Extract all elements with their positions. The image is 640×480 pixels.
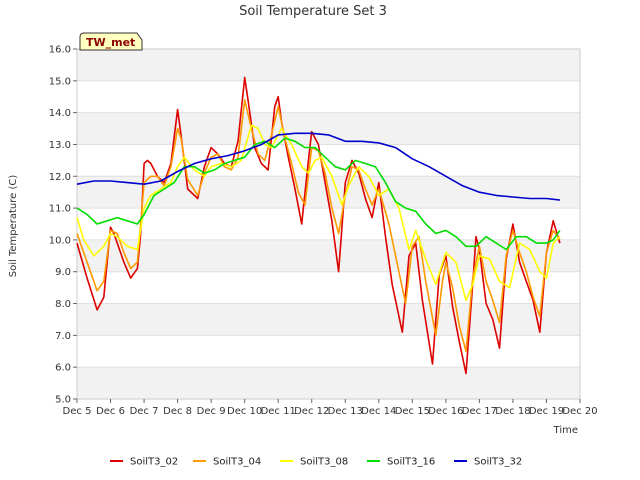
x-tick-label: Dec 18 bbox=[495, 406, 530, 417]
legend-label: SoilT3_32 bbox=[474, 457, 522, 468]
grid-band bbox=[77, 303, 580, 336]
series-line-soilt3-08 bbox=[76, 124, 561, 302]
series-line-soilt3-02 bbox=[76, 76, 561, 375]
y-tick-label: 15.0 bbox=[49, 76, 71, 87]
y-tick-label: 11.0 bbox=[49, 204, 71, 215]
y-tick-label: 8.0 bbox=[55, 299, 71, 310]
legend-label: SoilT3_08 bbox=[300, 457, 348, 468]
x-tick-label: Dec 8 bbox=[163, 406, 192, 417]
x-tick-label: Dec 10 bbox=[227, 406, 262, 417]
legend: SoilT3_02 SoilT3_04 SoilT3_08 SoilT3_16 Soil… bbox=[110, 457, 522, 468]
x-tick-label: Dec 15 bbox=[395, 406, 430, 417]
grid-band bbox=[77, 367, 580, 399]
chart-title: Soil Temperature Set 3 bbox=[239, 4, 387, 19]
grid-lines bbox=[77, 48, 580, 400]
y-tick-label: 13.0 bbox=[49, 140, 71, 151]
y-axis-label: Soil Temperature (C) bbox=[8, 175, 19, 278]
x-tick-label: Dec 13 bbox=[328, 406, 363, 417]
series-line-soilt3-16 bbox=[76, 137, 561, 251]
series-line-soilt3-32 bbox=[76, 132, 560, 201]
legend-label: SoilT3_02 bbox=[130, 457, 178, 468]
y-tick-label: 12.0 bbox=[49, 172, 71, 183]
y-tick-label: 10.0 bbox=[49, 235, 71, 246]
x-tick-label: Dec 14 bbox=[361, 406, 396, 417]
x-tick-label: Dec 9 bbox=[197, 406, 226, 417]
y-tick-label: 6.0 bbox=[55, 363, 71, 374]
y-tick-label: 16.0 bbox=[49, 45, 71, 56]
x-tick-label: Dec 17 bbox=[462, 406, 497, 417]
station-badge-box bbox=[79, 32, 143, 51]
grid-bands bbox=[77, 49, 580, 399]
grid-band bbox=[77, 49, 580, 81]
x-tick-label: Dec 5 bbox=[63, 406, 92, 417]
legend-label: SoilT3_04 bbox=[213, 457, 261, 468]
x-tick-label: Dec 6 bbox=[96, 406, 125, 417]
legend-label: SoilT3_16 bbox=[387, 457, 435, 468]
x-tick-label: Dec 7 bbox=[130, 406, 159, 417]
x-tick-label: Dec 16 bbox=[428, 406, 463, 417]
station-badge: TW_met bbox=[79, 32, 143, 51]
station-label: TW_met bbox=[86, 36, 135, 49]
y-tick-label: 14.0 bbox=[49, 108, 71, 119]
y-tick-label: 9.0 bbox=[55, 267, 71, 278]
y-tick-label: 7.0 bbox=[55, 331, 71, 342]
y-axis-ticks: 5.0 6.0 7.0 8.0 9.0 10.0 11.0 12.0 13.0 14.0 15.0 1… bbox=[49, 45, 77, 406]
x-tick-label: Dec 19 bbox=[529, 406, 564, 417]
x-tick-label: Dec 12 bbox=[294, 406, 329, 417]
plot-area bbox=[76, 48, 581, 400]
grid-band bbox=[77, 112, 580, 145]
x-tick-label: Dec 11 bbox=[261, 406, 296, 417]
y-tick-label: 5.0 bbox=[55, 395, 71, 406]
x-axis-label: Time bbox=[553, 425, 578, 436]
x-tick-label: Dec 20 bbox=[562, 406, 597, 417]
grid-band bbox=[77, 239, 580, 272]
series-lines bbox=[76, 76, 561, 375]
